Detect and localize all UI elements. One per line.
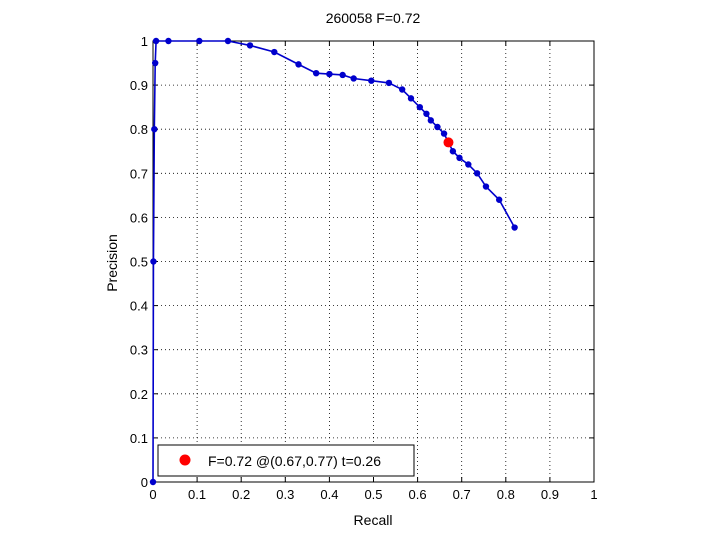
y-tick-label: 0.7: [130, 166, 148, 181]
series-group: [149, 37, 518, 486]
x-tick-label: 0.7: [453, 487, 471, 502]
x-tick-label: 0.6: [409, 487, 427, 502]
series-point: [465, 161, 472, 168]
series-point: [149, 478, 157, 486]
series-point: [440, 130, 448, 137]
series-point: [350, 75, 357, 82]
grid-lines: [153, 41, 594, 482]
series-point: [271, 48, 278, 56]
x-tick-label: 0.2: [232, 487, 250, 502]
series-point: [312, 69, 320, 77]
series-point: [326, 70, 333, 78]
best-f-point: [443, 137, 454, 148]
series-point: [152, 59, 159, 67]
y-tick-label: 0.1: [130, 431, 148, 446]
x-tick-label: 0.4: [320, 487, 338, 502]
y-tick-label: 0: [141, 475, 148, 490]
series-point: [482, 183, 490, 190]
legend-label: F=0.72 @(0.67,0.77) t=0.26: [208, 453, 381, 469]
series-point: [385, 79, 393, 87]
y-tick-label: 0.2: [130, 387, 148, 402]
series-point: [295, 61, 302, 68]
highlight-group: [443, 137, 454, 148]
legend-marker: [179, 454, 191, 466]
series-point: [495, 196, 503, 203]
series-point: [511, 224, 518, 231]
legend: F=0.72 @(0.67,0.77) t=0.26: [157, 444, 415, 477]
series-point: [449, 148, 457, 155]
y-tick-label: 0.3: [130, 343, 148, 358]
y-tick-label: 0.8: [130, 122, 148, 137]
series-point: [456, 154, 463, 162]
y-tick-label: 0.4: [130, 299, 148, 314]
series-point: [473, 170, 481, 177]
series-point: [423, 110, 430, 117]
series-point: [398, 86, 406, 93]
y-tick-label: 0.9: [130, 78, 148, 93]
y-tick-label: 0.6: [130, 210, 148, 225]
x-tick-label: 0.9: [541, 487, 559, 502]
x-tick-label: 0.8: [497, 487, 515, 502]
series-point: [427, 117, 435, 124]
chart-title: 260058 F=0.72: [326, 10, 421, 26]
series-point: [150, 258, 157, 265]
x-tick-label: 1: [590, 487, 597, 502]
series-point: [224, 37, 232, 45]
x-tick-label: 0.3: [276, 487, 294, 502]
x-tick-label: 0.1: [188, 487, 206, 502]
series-point: [416, 103, 424, 111]
series-point: [152, 37, 160, 45]
series-point: [407, 95, 415, 102]
series-point: [246, 42, 254, 49]
axis-ticks: 0 0.1 0.2 0.3 0.4 0.5 0.6 0.7 0.8 0.9 1 0 0.1 0.2 0.3 0…: [130, 34, 598, 502]
series-point: [339, 71, 346, 79]
y-tick-label: 0.5: [130, 255, 148, 270]
x-tick-label: 0: [149, 487, 156, 502]
series-point: [434, 123, 441, 131]
x-tick-label: 0.5: [364, 487, 382, 502]
plot-area: 0 0.1 0.2 0.3 0.4 0.5 0.6 0.7 0.8 0.9 1 0 0.1 0.2 0.3 0…: [130, 34, 598, 502]
series-point: [368, 77, 375, 84]
series-point: [196, 37, 203, 45]
x-axis-title: Recall: [354, 512, 393, 528]
series-point: [151, 126, 158, 133]
y-axis-title: Precision: [104, 234, 120, 292]
y-tick-label: 1: [141, 34, 148, 49]
series-point: [165, 37, 172, 45]
legend-box: [157, 444, 415, 477]
